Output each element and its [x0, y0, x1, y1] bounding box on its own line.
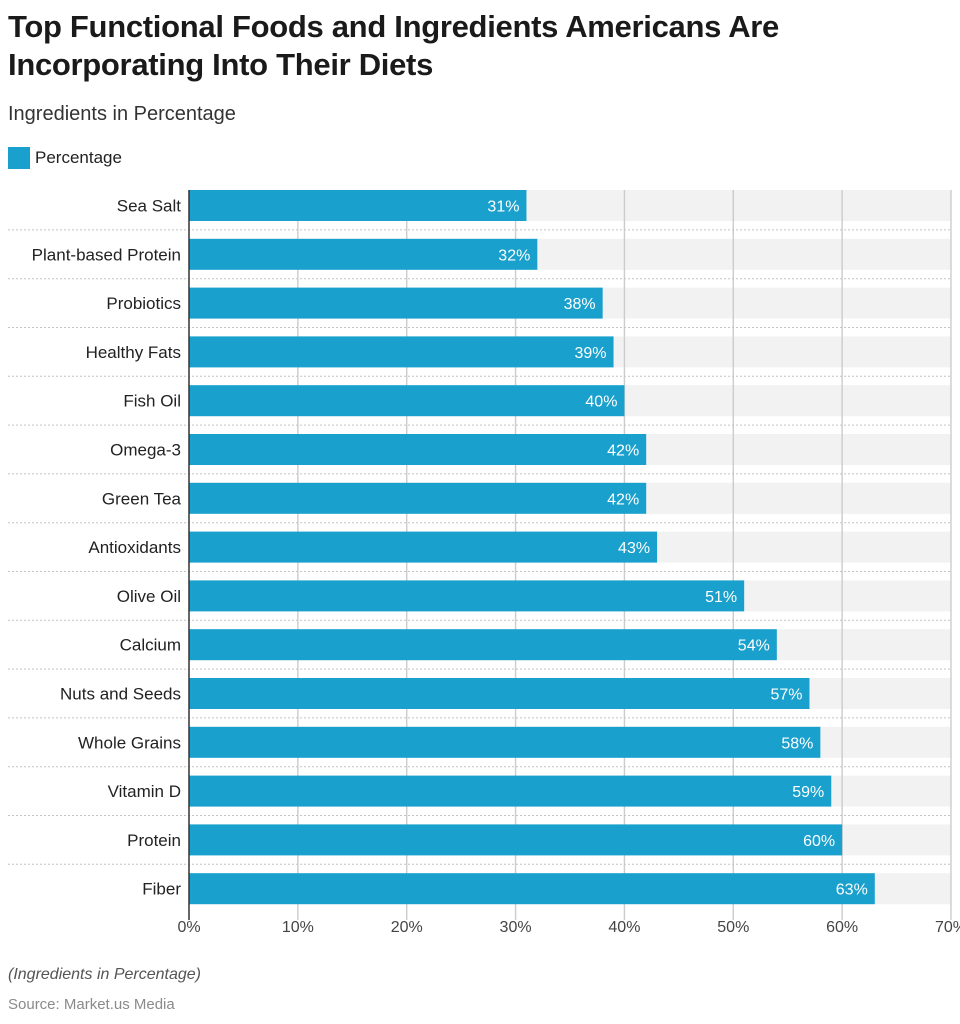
- x-tick-label: 20%: [391, 919, 423, 936]
- category-label: Plant-based Protein: [32, 245, 181, 264]
- bar: [189, 482, 647, 514]
- category-label: Antioxidants: [88, 538, 181, 557]
- category-label: Nuts and Seeds: [60, 685, 181, 704]
- bar-value-label: 63%: [836, 882, 868, 899]
- bar: [189, 385, 625, 417]
- bar: [189, 873, 875, 905]
- x-tick-label: 0%: [177, 919, 200, 936]
- bar-value-label: 51%: [705, 589, 737, 606]
- x-tick-label: 50%: [717, 919, 749, 936]
- chart-footnote: (Ingredients in Percentage): [8, 966, 201, 983]
- x-tick-label: 10%: [282, 919, 314, 936]
- x-tick-label: 70%: [935, 919, 960, 936]
- bar-value-label: 31%: [487, 199, 519, 216]
- chart-source: Source: Market.us Media: [8, 996, 175, 1013]
- bar: [189, 726, 821, 758]
- bar-value-label: 40%: [585, 394, 617, 411]
- x-tick-label: 30%: [500, 919, 532, 936]
- bar: [189, 336, 614, 368]
- legend-swatch: [8, 147, 30, 169]
- bar: [189, 629, 777, 661]
- bar-value-label: 60%: [803, 833, 835, 850]
- bar: [189, 287, 603, 319]
- bar-value-label: 42%: [607, 491, 639, 508]
- bar-value-label: 39%: [575, 345, 607, 362]
- bar: [189, 531, 658, 563]
- bar: [189, 434, 647, 465]
- category-label: Probiotics: [106, 294, 181, 313]
- bar: [189, 580, 745, 612]
- bar: [189, 190, 527, 221]
- bar-value-label: 54%: [738, 638, 770, 655]
- bar-value-label: 57%: [770, 687, 802, 704]
- legend-label: Percentage: [35, 148, 122, 167]
- bar-value-label: 38%: [564, 296, 596, 313]
- bar-value-label: 32%: [498, 247, 530, 264]
- category-label: Healthy Fats: [86, 343, 181, 362]
- category-label: Olive Oil: [117, 587, 181, 606]
- category-label: Protein: [127, 831, 181, 850]
- category-label: Green Tea: [102, 489, 182, 508]
- legend: Percentage: [8, 147, 122, 169]
- category-label: Sea Salt: [117, 197, 182, 216]
- bar-value-label: 58%: [781, 735, 813, 752]
- bar-value-label: 59%: [792, 784, 824, 801]
- category-label: Vitamin D: [108, 782, 181, 801]
- bar: [189, 238, 538, 270]
- bar-value-label: 42%: [607, 443, 639, 460]
- category-label: Whole Grains: [78, 733, 181, 752]
- bar: [189, 824, 843, 856]
- bar: [189, 678, 810, 709]
- chart-title: Top Functional Foods and Ingredients Ame…: [8, 9, 779, 82]
- category-label: Omega-3: [110, 441, 181, 460]
- category-label: Fiber: [142, 880, 181, 899]
- category-label: Fish Oil: [123, 392, 181, 411]
- x-tick-label: 40%: [608, 919, 640, 936]
- bar: [189, 775, 832, 807]
- bar-value-label: 43%: [618, 540, 650, 557]
- x-tick-label: 60%: [826, 919, 858, 936]
- category-label: Calcium: [120, 636, 181, 655]
- chart-subtitle: Ingredients in Percentage: [8, 103, 236, 125]
